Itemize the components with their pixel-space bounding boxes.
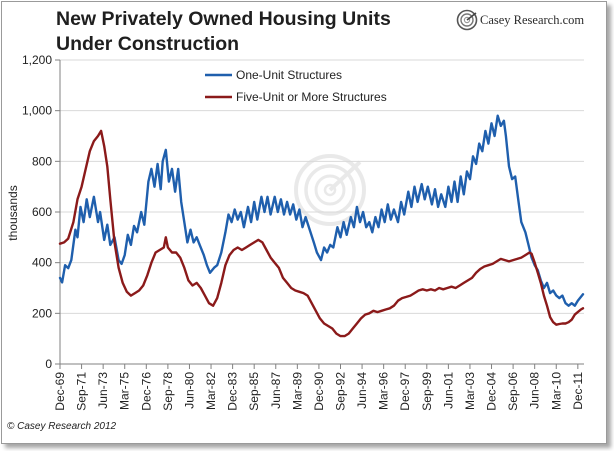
spiral-watermark-icon bbox=[294, 154, 366, 226]
y-tick-label: 1,000 bbox=[22, 104, 52, 118]
x-tick-label: Mar-82 bbox=[204, 372, 218, 410]
x-tick-label: Dec-90 bbox=[312, 372, 326, 411]
series-line-1 bbox=[58, 129, 585, 338]
y-tick-label: 600 bbox=[32, 205, 52, 219]
y-tick-label: 800 bbox=[32, 154, 52, 168]
x-tick-label: Jun-73 bbox=[96, 372, 110, 409]
x-tick-label: Sep-78 bbox=[161, 372, 175, 411]
x-tick-label: Dec-83 bbox=[226, 372, 240, 411]
x-tick-label: Dec-97 bbox=[398, 372, 412, 411]
x-tick-label: Mar-10 bbox=[549, 372, 563, 410]
x-tick-label: Sep-92 bbox=[333, 372, 347, 411]
x-tick-label: Jun-08 bbox=[528, 372, 542, 409]
x-tick-label: Mar-75 bbox=[118, 372, 132, 410]
x-axis-ticks: Dec-69 Sep-71 Jun-73 Mar-75 Dec-76 Sep-78 Jun-… bbox=[53, 364, 585, 411]
chart-title: New Privately Owned Housing Units Under … bbox=[56, 7, 391, 57]
legend-label-0: One-Unit Structures bbox=[236, 68, 342, 82]
x-tick-label: Sep-85 bbox=[247, 372, 261, 411]
chart-title-line-2: Under Construction bbox=[56, 33, 240, 55]
x-tick-label: Mar-89 bbox=[290, 372, 304, 410]
x-tick-label: Dec-04 bbox=[485, 372, 499, 411]
x-tick-label: Sep-71 bbox=[75, 372, 89, 411]
series-lines bbox=[58, 114, 585, 338]
x-tick-label: Dec-11 bbox=[571, 372, 585, 410]
x-tick-label: Dec-76 bbox=[139, 372, 153, 411]
legend-label-1: Five-Unit or More Structures bbox=[236, 90, 387, 104]
x-tick-label: Jun-94 bbox=[355, 372, 369, 409]
copyright-note: © Casey Research 2012 bbox=[7, 421, 117, 432]
chart-title-line-1: New Privately Owned Housing Units bbox=[56, 8, 391, 30]
brand-logo: Casey Research.com bbox=[456, 9, 596, 31]
x-tick-label: Dec-69 bbox=[53, 372, 67, 411]
brand-name: Casey Research.com bbox=[480, 13, 585, 27]
legend: One-Unit Structures Five-Unit or More Str… bbox=[205, 68, 387, 104]
y-tick-label: 0 bbox=[45, 357, 52, 371]
x-tick-label: Jun-80 bbox=[182, 372, 196, 409]
x-tick-label: Mar-96 bbox=[377, 372, 391, 410]
x-tick-label: Jun-01 bbox=[441, 372, 455, 409]
gridlines bbox=[60, 59, 584, 314]
y-tick-label: 400 bbox=[32, 256, 52, 270]
series-line-0 bbox=[58, 114, 585, 307]
y-axis-ticks: 0 200 400 600 800 1,000 1,200 bbox=[22, 53, 60, 371]
spiral-logo-icon bbox=[456, 9, 478, 31]
x-tick-label: Sep-06 bbox=[506, 372, 520, 411]
y-tick-label: 1,200 bbox=[22, 53, 52, 67]
y-tick-label: 200 bbox=[32, 306, 52, 320]
y-axis-label: thousands bbox=[6, 185, 20, 240]
x-tick-label: Mar-03 bbox=[463, 372, 477, 410]
x-tick-label: Sep-99 bbox=[420, 372, 434, 411]
x-tick-label: Jun-87 bbox=[269, 372, 283, 409]
